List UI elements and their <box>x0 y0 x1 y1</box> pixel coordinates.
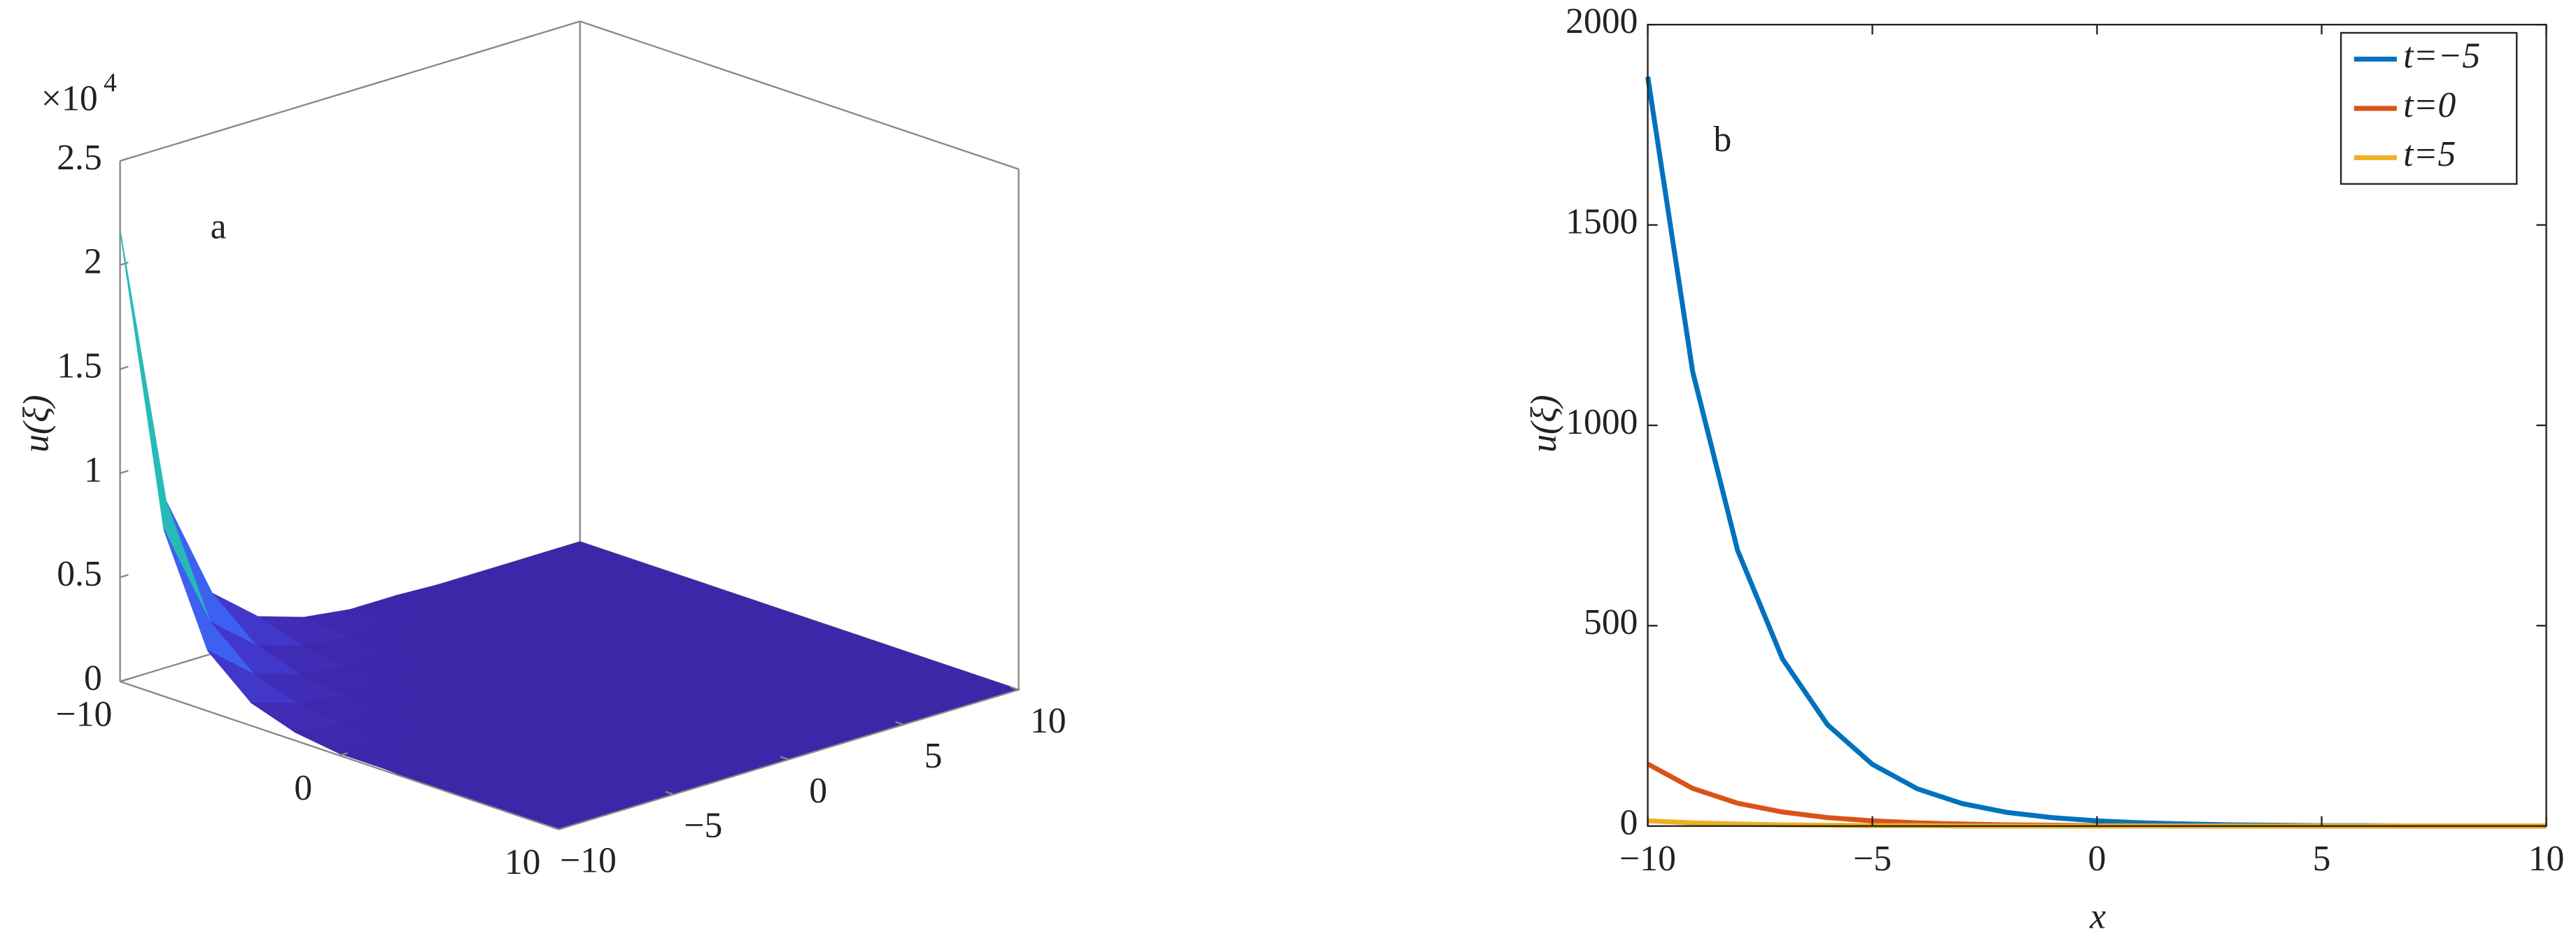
annotation: a <box>211 206 227 246</box>
z-tick-label: 1 <box>84 450 102 490</box>
x-tick-label: 0 <box>2088 839 2106 879</box>
y-tick-label: −5 <box>684 806 722 846</box>
box-edge <box>120 20 581 162</box>
z-tick-label: 0.5 <box>57 554 102 594</box>
box-edge <box>579 20 1019 170</box>
y-tick-label: 10 <box>1030 701 1067 741</box>
y-tick-label: 5 <box>924 736 943 776</box>
legend-label: t=5 <box>2403 134 2456 174</box>
z-tick-label: 0 <box>84 658 102 698</box>
z-tick <box>120 365 129 370</box>
y-tick <box>780 756 789 760</box>
y-tick <box>1010 686 1019 691</box>
x-tick <box>558 826 568 830</box>
y-tick-label: 1500 <box>1565 201 1638 241</box>
z-tick <box>120 574 129 579</box>
z-tick-label: 2.5 <box>57 138 102 178</box>
y-tick <box>895 721 904 726</box>
y-tick-label: 0 <box>1620 803 1638 843</box>
y-tick-label: −10 <box>560 841 617 881</box>
y-tick-label: 2000 <box>1565 1 1638 41</box>
z-tick <box>120 261 129 266</box>
x-tick-label: 10 <box>505 842 541 882</box>
x-tick <box>339 752 349 756</box>
z-multiplier-exponent: 4 <box>104 69 117 98</box>
x-axis-label: x <box>2089 896 2106 936</box>
legend-label: t=−5 <box>2403 36 2480 76</box>
x-tick-label: 10 <box>2528 839 2565 879</box>
z-tick-label: 1.5 <box>57 346 102 386</box>
legend-label: t=0 <box>2403 85 2456 125</box>
x-tick-label: −10 <box>56 695 113 735</box>
x-tick-label: 5 <box>2313 839 2331 879</box>
y-tick-label: 1000 <box>1565 402 1638 442</box>
x-tick <box>120 678 129 683</box>
y-tick <box>665 791 674 795</box>
legend: t=−5 t=0 t=5 <box>2339 31 2518 185</box>
z-axis-label: u(ξ) <box>16 395 56 452</box>
z-tick-label: 2 <box>84 242 102 282</box>
z-multiplier: ×10 <box>41 78 98 118</box>
x-tick-label: 0 <box>294 768 312 808</box>
y-tick-label: 0 <box>809 771 827 811</box>
x-tick-label: −5 <box>1853 839 1892 879</box>
z-tick <box>120 469 129 474</box>
annotation: b <box>1713 120 1731 160</box>
y-tick <box>550 826 559 830</box>
y-axis-label: u(ξ) <box>1524 395 1564 452</box>
z-tick <box>120 157 129 162</box>
y-tick-label: 500 <box>1584 602 1638 642</box>
x-tick-label: −10 <box>1619 839 1676 879</box>
